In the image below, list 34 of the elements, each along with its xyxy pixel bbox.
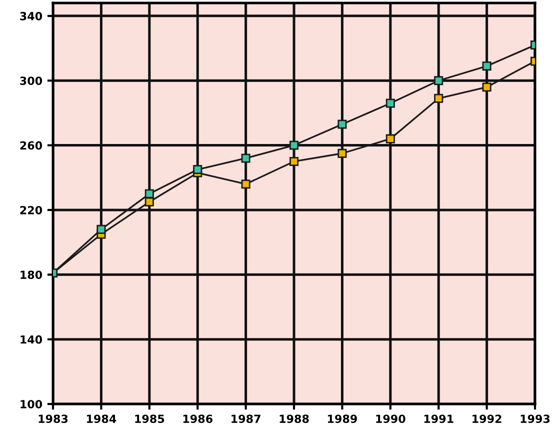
point (289, 156, 299, 166)
point (241, 180, 250, 189)
x-tick-label: 1984 (86, 414, 116, 424)
y-tick-label: 220 (20, 206, 42, 214)
point (482, 82, 492, 92)
point (386, 134, 395, 144)
y-tick-label: 180 (20, 270, 42, 280)
point (241, 154, 250, 163)
y-tick-label: 100 (20, 400, 42, 408)
point (193, 165, 202, 174)
x-tick-label: 1985 (135, 414, 164, 424)
point (289, 140, 299, 150)
point (482, 62, 492, 71)
point (96, 224, 106, 234)
y-tick-label: 260 (20, 141, 42, 150)
y-tick-label: 340 (20, 12, 42, 20)
y-tick-label: 300 (20, 76, 42, 85)
x-tick-label: 1990 (376, 414, 406, 424)
point (386, 98, 395, 108)
x-tick-label: 1986 (183, 414, 212, 424)
x-tick-label: 1987 (232, 414, 260, 424)
x-tick-label: 1992 (472, 414, 502, 424)
point (338, 120, 347, 129)
point (434, 76, 444, 86)
x-tick-label: 1988 (280, 414, 309, 424)
x-tick-label: 1983 (38, 414, 68, 424)
point (144, 189, 154, 198)
x-tick-label: 1989 (328, 414, 357, 424)
x-tick-label: 1991 (424, 414, 454, 424)
x-tick-label: 1993 (520, 414, 550, 424)
y-tick-label: 140 (20, 335, 42, 344)
point (144, 197, 154, 206)
point (338, 148, 347, 158)
point (434, 94, 444, 103)
